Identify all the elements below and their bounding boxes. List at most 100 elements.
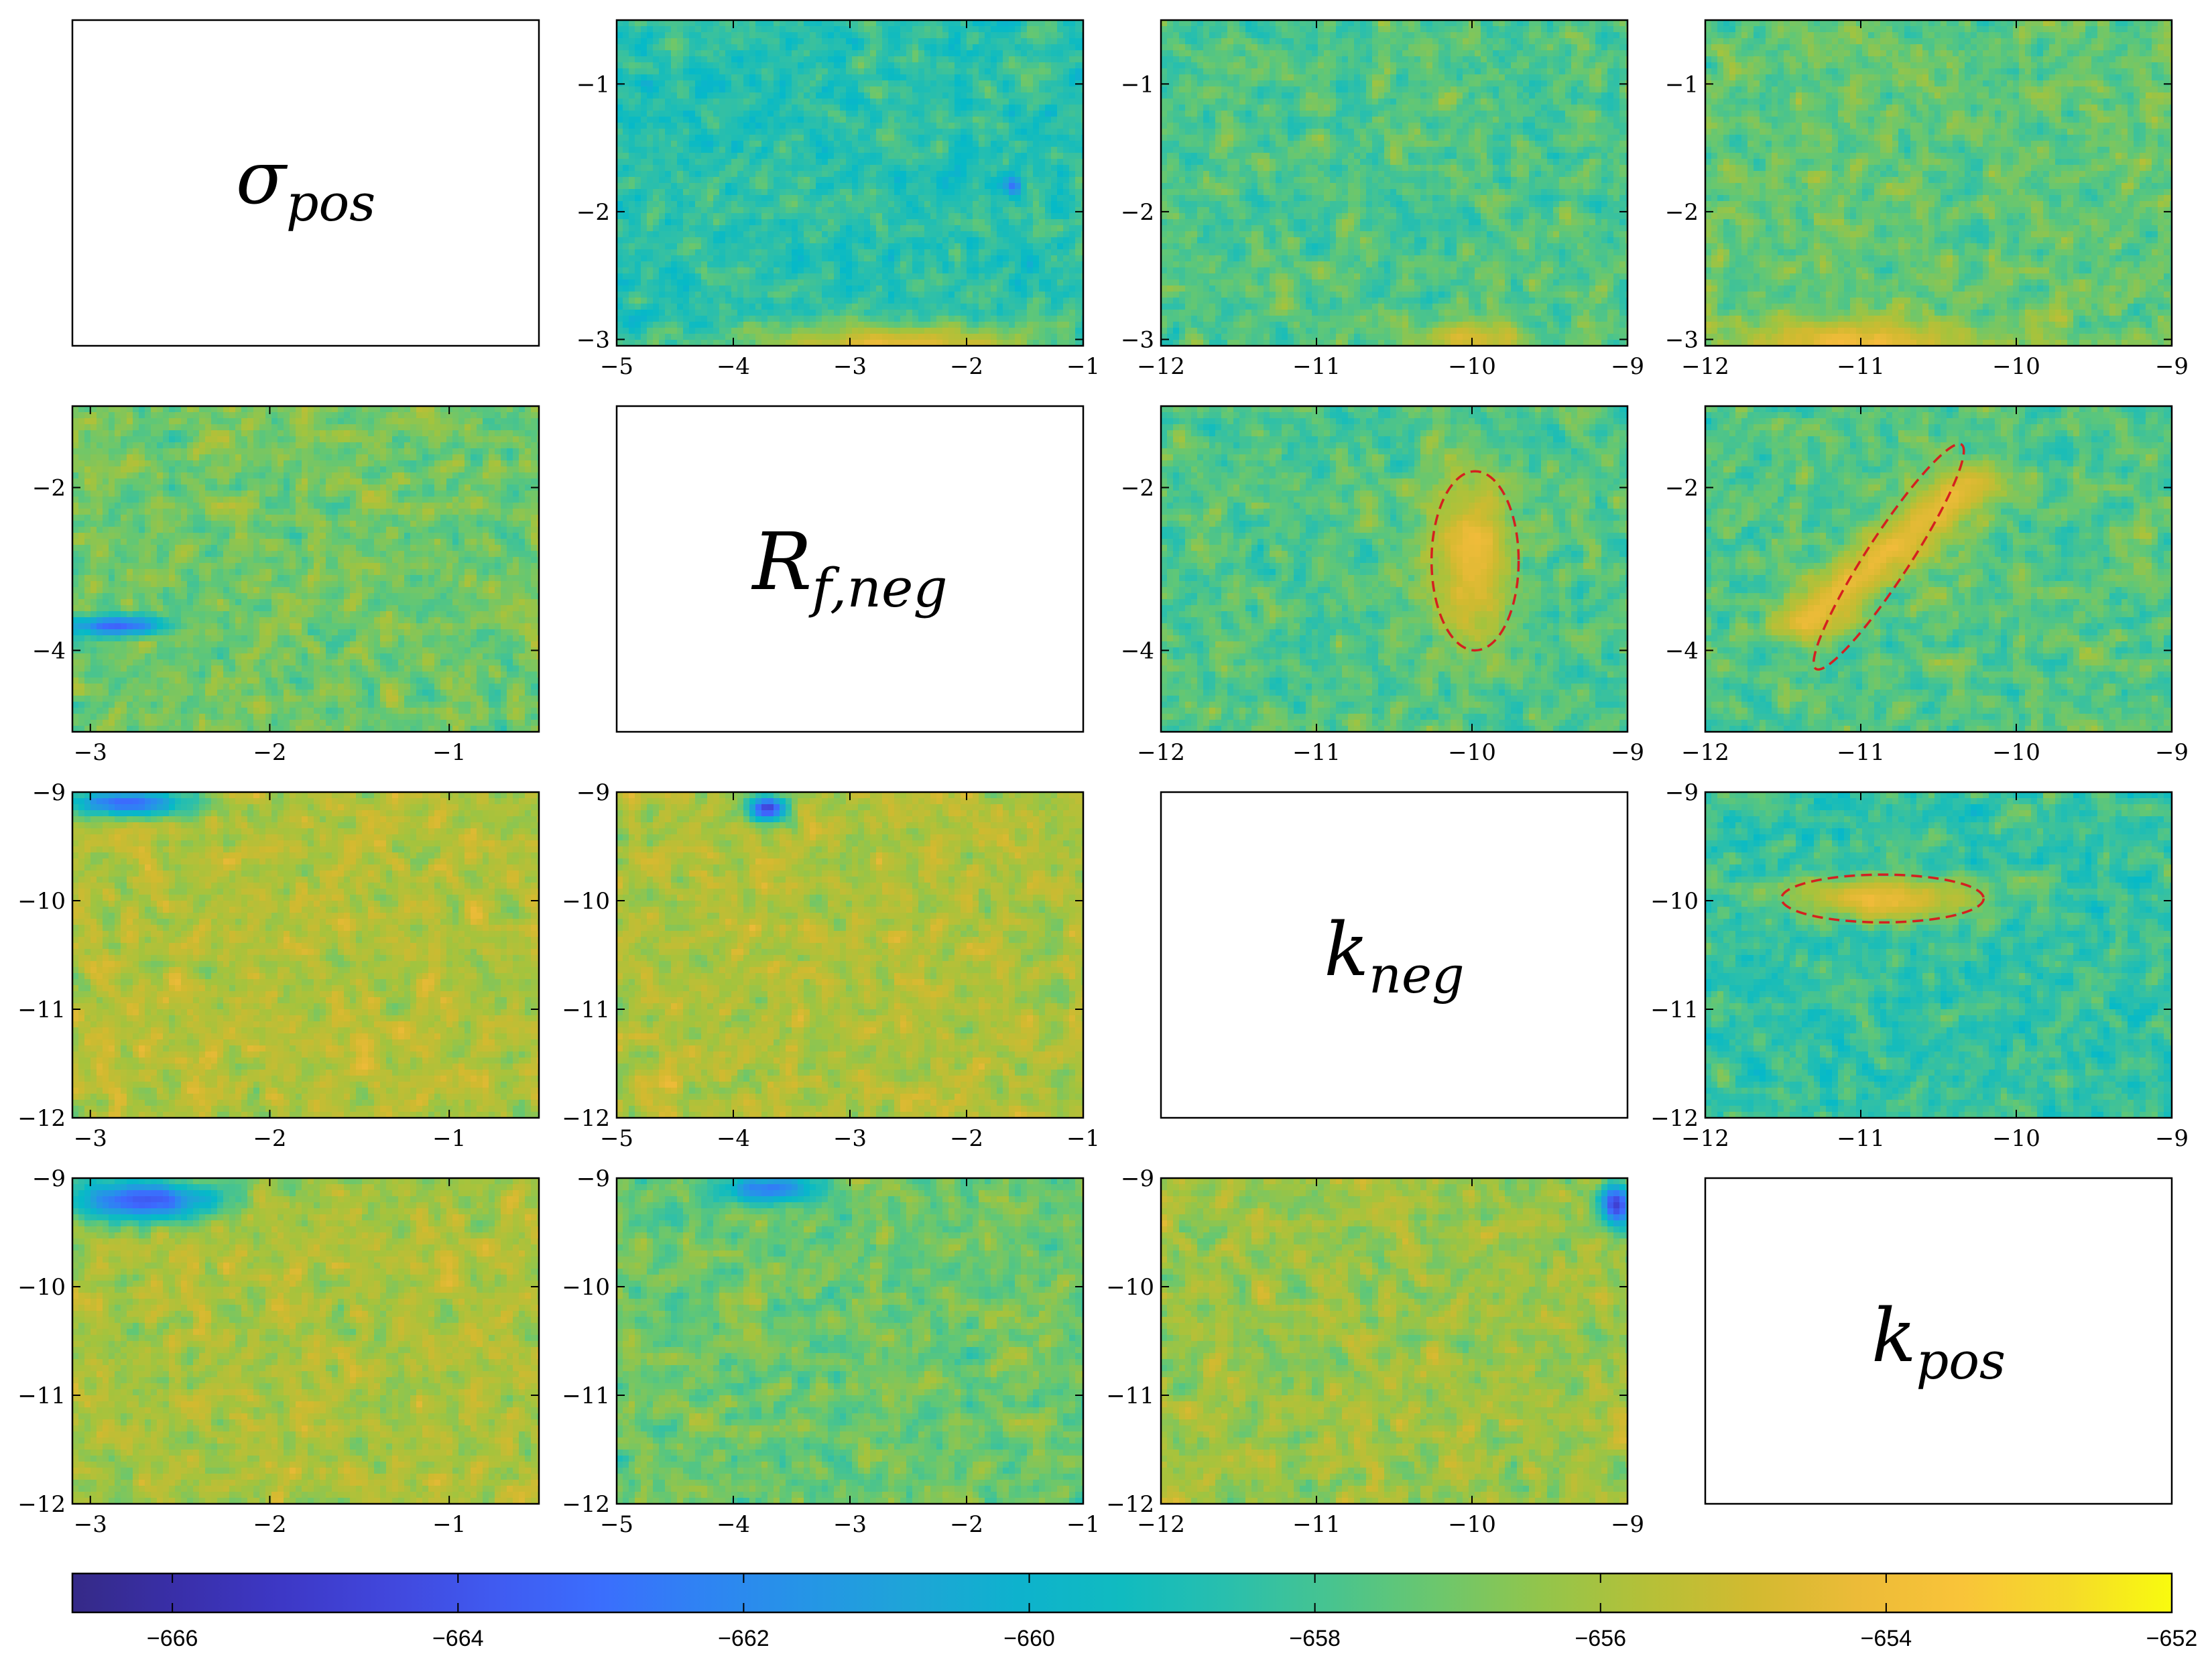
y-tick-label: −12	[1650, 1105, 1699, 1132]
x-tick-label: −5	[600, 1125, 633, 1152]
y-tick-label: −2	[1665, 199, 1699, 226]
diagonal-parameter-label: kneg	[1324, 907, 1464, 1005]
y-tick-label: −11	[1650, 997, 1699, 1023]
confidence-ellipse	[1780, 873, 1985, 924]
label-base: k	[1324, 907, 1369, 992]
x-tick-label: −11	[1292, 1511, 1341, 1538]
label-base: k	[1871, 1293, 1916, 1378]
heatmap-panel: −3 −2 −1 −9 −10 −11 −12	[17, 1165, 540, 1538]
x-tick-label: −9	[1611, 739, 1644, 766]
y-tick-label: −11	[17, 1383, 66, 1409]
x-tick-label: −1	[432, 1511, 466, 1538]
y-tick-label: −4	[32, 638, 66, 665]
label-subscript: pos	[1916, 1331, 2006, 1391]
confidence-ellipse	[1430, 470, 1520, 652]
heatmap-panel: −3 −2 −1 −9 −10 −11 −12	[17, 779, 540, 1152]
x-tick-label: −10	[1992, 1125, 2040, 1152]
y-tick-label: −1	[1665, 71, 1699, 98]
label-subscript: neg	[1369, 945, 1465, 1005]
x-tick-label: −12	[1681, 353, 1729, 380]
x-tick-label: −2	[950, 1511, 983, 1538]
colorbar-tick-label: −662	[718, 1626, 770, 1651]
heatmap-panel: −12 −11 −10 −9 −1 −2 −3	[1665, 19, 2189, 380]
x-tick-label: −1	[1066, 353, 1100, 380]
heatmap-field	[72, 792, 539, 1118]
y-tick-label: −11	[1106, 1383, 1154, 1409]
y-tick-label: −2	[1121, 475, 1154, 502]
heatmap-panel: −12 −11 −10 −9 −9 −10 −11 −12	[1106, 1165, 1644, 1538]
colorbar-tick-label: −654	[1861, 1626, 1912, 1651]
axes-frame	[71, 405, 540, 733]
y-tick-label: −12	[562, 1491, 610, 1518]
x-tick-label: −11	[1837, 739, 1885, 766]
heatmap-field	[617, 792, 1083, 1118]
heatmap-panel: −12 −11 −10 −9 −2 −4	[1665, 405, 2189, 766]
x-tick-label: −9	[1611, 1511, 1644, 1538]
x-tick-label: −3	[833, 1511, 867, 1538]
x-tick-label: −10	[1992, 353, 2040, 380]
heatmap-panel: −3 −2 −1 −2 −4	[32, 405, 540, 766]
heatmap-field	[617, 1178, 1083, 1504]
x-tick-label: −12	[1681, 1125, 1729, 1152]
panel-frame	[71, 19, 540, 347]
y-tick-label: −12	[17, 1491, 66, 1518]
diagonal-label-panel: kpos	[1704, 1177, 2173, 1505]
x-tick-label: −12	[1137, 1511, 1185, 1538]
y-tick-label: −9	[1121, 1165, 1154, 1192]
y-tick-label: −10	[17, 1274, 66, 1301]
diagonal-label-panel: kneg	[1160, 791, 1629, 1119]
x-tick-label: −3	[74, 1511, 107, 1538]
axes-frame	[1704, 791, 2173, 1119]
label-subscript: f,neg	[808, 557, 947, 619]
y-tick-label: −9	[32, 1165, 66, 1192]
x-tick-label: −4	[717, 1511, 750, 1538]
axes-frame	[71, 1177, 540, 1505]
x-tick-label: −2	[253, 739, 286, 766]
x-tick-label: −2	[950, 353, 983, 380]
y-tick-label: −2	[576, 199, 610, 226]
y-tick-label: −12	[1106, 1491, 1154, 1518]
heatmap-panel: −12 −11 −10 −9 −1 −2 −3	[1121, 19, 1644, 380]
y-tick-label: −2	[1665, 475, 1699, 502]
diagonal-label-panel: Rf,neg	[615, 405, 1085, 733]
y-tick-label: −12	[17, 1105, 66, 1132]
label-base: σ	[236, 135, 288, 220]
colorbar: −666 −664 −662 −660 −658 −656 −654 −652	[71, 1572, 2197, 1651]
diagonal-label-panel: σpos	[71, 19, 540, 347]
x-tick-label: −9	[2155, 1125, 2189, 1152]
y-tick-label: −4	[1665, 638, 1699, 665]
colorbar-gradient	[71, 1572, 2173, 1614]
heatmap-field	[1161, 406, 1627, 732]
heatmap-field	[1161, 20, 1627, 346]
x-tick-label: −4	[717, 1125, 750, 1152]
y-tick-label: −10	[562, 888, 610, 915]
colorbar-tick-label: −660	[1003, 1626, 1055, 1651]
heatmap-field	[1705, 406, 2172, 732]
colorbar-tick-label: −658	[1289, 1626, 1341, 1651]
colorbar-tick-label: −666	[147, 1626, 198, 1651]
x-tick-label: −2	[253, 1125, 286, 1152]
axes-frame	[1704, 405, 2173, 733]
y-tick-label: −3	[576, 326, 610, 353]
x-tick-label: −1	[432, 739, 466, 766]
x-tick-label: −1	[1066, 1511, 1100, 1538]
x-tick-label: −9	[2155, 739, 2189, 766]
x-tick-label: −10	[1448, 1511, 1496, 1538]
axes-frame	[1160, 405, 1629, 733]
y-tick-label: −9	[576, 1165, 610, 1192]
y-tick-label: −11	[17, 997, 66, 1023]
x-tick-label: −5	[600, 1511, 633, 1538]
axes-frame	[1160, 19, 1629, 347]
heatmap-panel: −5 −4 −3 −2 −1 −9 −10 −11 −12	[562, 1165, 1100, 1538]
y-tick-label: −1	[1121, 71, 1154, 98]
axes-frame	[1704, 19, 2173, 347]
y-tick-label: −3	[1665, 326, 1699, 353]
x-tick-label: −10	[1992, 739, 2040, 766]
heatmap-panel: −12 −11 −10 −9 −2 −4	[1121, 405, 1644, 766]
heatmap-panel: −5 −4 −3 −2 −1 −9 −10 −11 −12	[562, 779, 1100, 1152]
y-tick-label: −9	[1665, 779, 1699, 806]
diagonal-parameter-label: Rf,neg	[751, 515, 947, 619]
y-tick-label: −10	[17, 888, 66, 915]
